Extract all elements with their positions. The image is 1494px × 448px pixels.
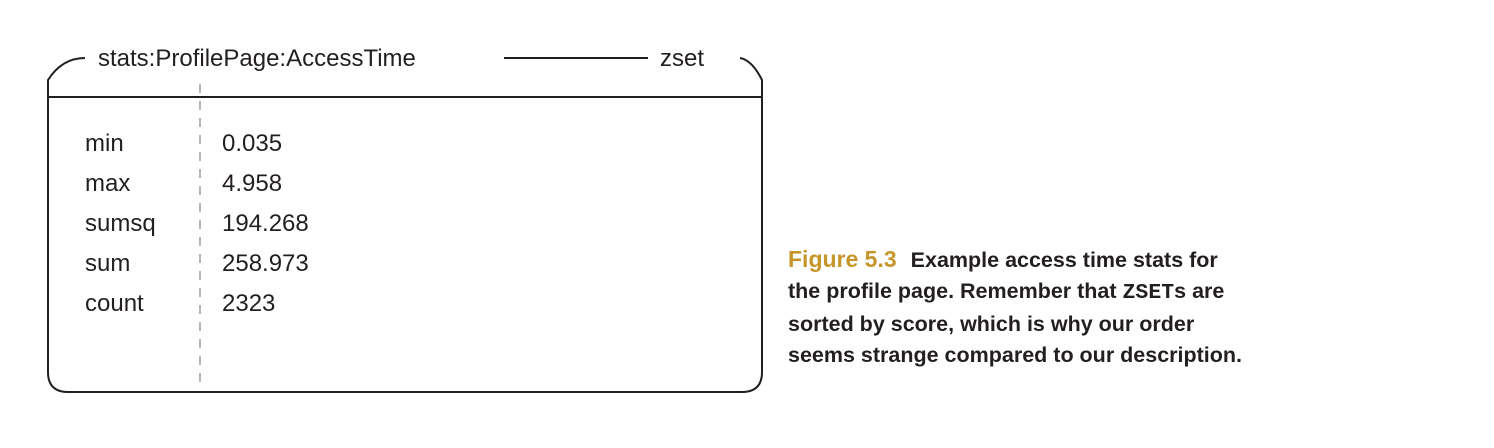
zset-score: 0.035 — [222, 130, 282, 157]
zset-score: 4.958 — [222, 170, 282, 197]
figure-caption: Figure 5.3 Example access time stats for … — [788, 244, 1248, 371]
zset-rows: min 0.035 max 4.958 sumsq 194.268 sum 258.973 co… — [85, 130, 309, 317]
zset-member: count — [85, 290, 144, 317]
zset-member: min — [85, 130, 124, 157]
caption-text-before: Example access time stats for the profil… — [788, 248, 1218, 303]
zset-score: 2323 — [222, 290, 275, 317]
zset-score: 194.268 — [222, 210, 309, 237]
key-type-label: zset — [660, 45, 704, 72]
zset-member: max — [85, 170, 130, 197]
key-type-label-backdrop — [648, 45, 717, 72]
zset-member: sumsq — [85, 210, 156, 237]
key-name-label-backdrop — [86, 45, 428, 72]
figure-label: Figure 5.3 — [788, 246, 897, 272]
zset-box-frame — [47, 57, 763, 393]
zset-member: sum — [85, 250, 130, 277]
zset-diagram: stats:ProfilePage:AccessTime zset min 0.0… — [47, 45, 763, 393]
zset-score: 258.973 — [222, 250, 309, 277]
key-name-label: stats:ProfilePage:AccessTime — [98, 45, 416, 72]
caption-text-after: s are sorted by score, which is why our … — [788, 279, 1243, 367]
caption-code: ZSET — [1122, 281, 1175, 305]
